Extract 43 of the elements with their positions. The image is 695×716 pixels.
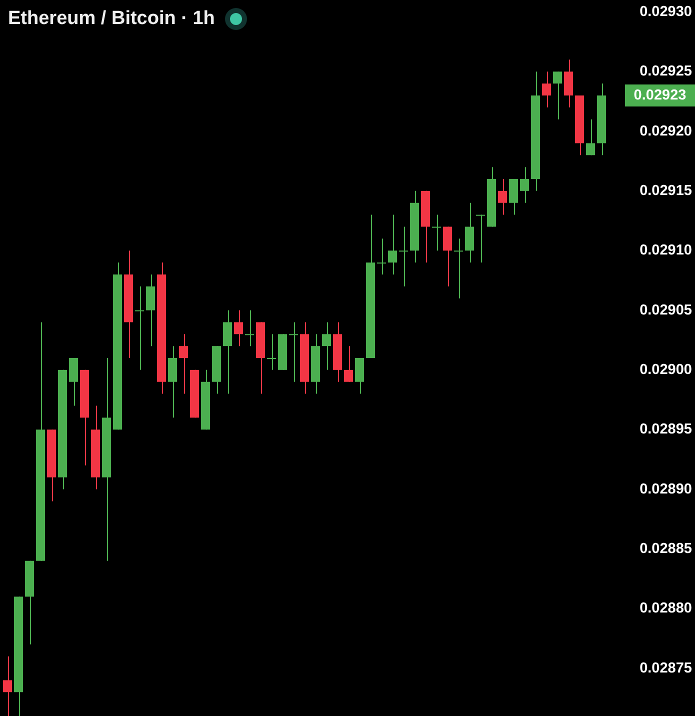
candlestick (289, 322, 298, 382)
candlestick (377, 238, 386, 275)
candlestick (564, 59, 573, 108)
candlestick (322, 322, 331, 370)
candlestick (135, 286, 144, 370)
y-tick-label: 0.02880 (640, 600, 692, 617)
candlestick (168, 346, 177, 418)
y-tick-label: 0.02920 (640, 123, 692, 140)
candlestick (146, 274, 155, 347)
y-tick-label: 0.02900 (640, 362, 692, 378)
candlestick (344, 346, 353, 382)
chart-title: Ethereum / Bitcoin · 1h (8, 7, 215, 31)
candlestick (267, 334, 276, 370)
y-tick-label: 0.02930 (640, 4, 692, 20)
candlestick (520, 166, 529, 204)
candlestick (498, 178, 507, 216)
y-tick-label: 0.02885 (640, 540, 692, 557)
candlestick (432, 214, 441, 252)
y-tick-label: 0.02915 (640, 182, 692, 199)
y-tick-label: 0.02905 (640, 302, 692, 318)
y-tick-label: 0.02890 (640, 481, 692, 498)
y-tick-label: 0.02910 (640, 242, 692, 259)
candlestick (355, 358, 364, 394)
candlestick (465, 202, 474, 264)
candlestick (542, 71, 551, 108)
candlestick (3, 656, 12, 716)
candlestick (179, 334, 188, 394)
candlestick (223, 310, 232, 394)
candlestick (586, 118, 595, 156)
y-tick-label: 0.02875 (640, 660, 692, 676)
candlestick (443, 226, 452, 287)
candlestick (553, 71, 562, 120)
candlestick (388, 214, 397, 275)
candlestick (245, 310, 254, 347)
candlestick (234, 310, 243, 347)
text: 0.02923 (634, 87, 686, 104)
candlestick (454, 238, 463, 299)
y-tick-label: 0.02895 (640, 422, 692, 438)
candlestick (476, 214, 485, 264)
candlestick (399, 226, 408, 287)
y-tick-label: 0.02925 (640, 64, 692, 80)
candlestick (509, 178, 518, 216)
candlestick (69, 358, 78, 406)
